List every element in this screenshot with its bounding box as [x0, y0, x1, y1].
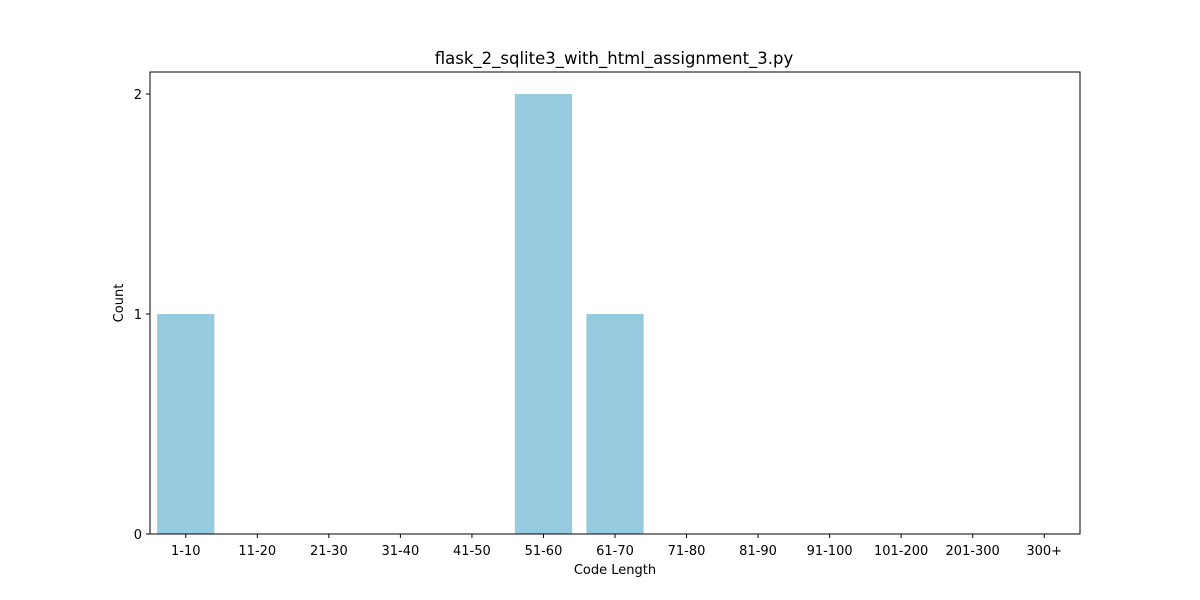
x-tick-label: 91-100	[807, 544, 853, 559]
bar-51-60	[515, 94, 572, 534]
x-tick-label: 101-200	[874, 544, 928, 559]
x-tick-label: 31-40	[381, 544, 419, 559]
x-axis-label: Code Length	[574, 563, 656, 578]
bar-1-10	[157, 314, 214, 534]
y-tick-label: 2	[134, 88, 142, 103]
x-axis: 1-10 11-20 21-30 31-40 41-50 51-60 61-70 71-80 8…	[171, 534, 1062, 559]
x-tick-label: 71-80	[668, 544, 706, 559]
chart-title: flask_2_sqlite3_with_html_assignment_3.p…	[435, 49, 794, 69]
x-tick-label: 1-10	[171, 544, 201, 559]
y-axis: 0 1 2	[134, 88, 150, 543]
y-tick-label: 0	[134, 528, 142, 543]
x-tick-label: 51-60	[525, 544, 563, 559]
x-tick-label: 201-300	[946, 544, 1000, 559]
y-axis-label: Count	[112, 284, 127, 323]
x-tick-label: 41-50	[453, 544, 491, 559]
bars-group	[157, 94, 643, 534]
x-tick-label: 11-20	[238, 544, 276, 559]
x-tick-label: 300+	[1026, 544, 1062, 559]
x-tick-label: 81-90	[739, 544, 777, 559]
x-tick-label: 61-70	[596, 544, 634, 559]
y-tick-label: 1	[134, 308, 142, 323]
x-tick-label: 21-30	[310, 544, 348, 559]
bar-61-70	[586, 314, 643, 534]
